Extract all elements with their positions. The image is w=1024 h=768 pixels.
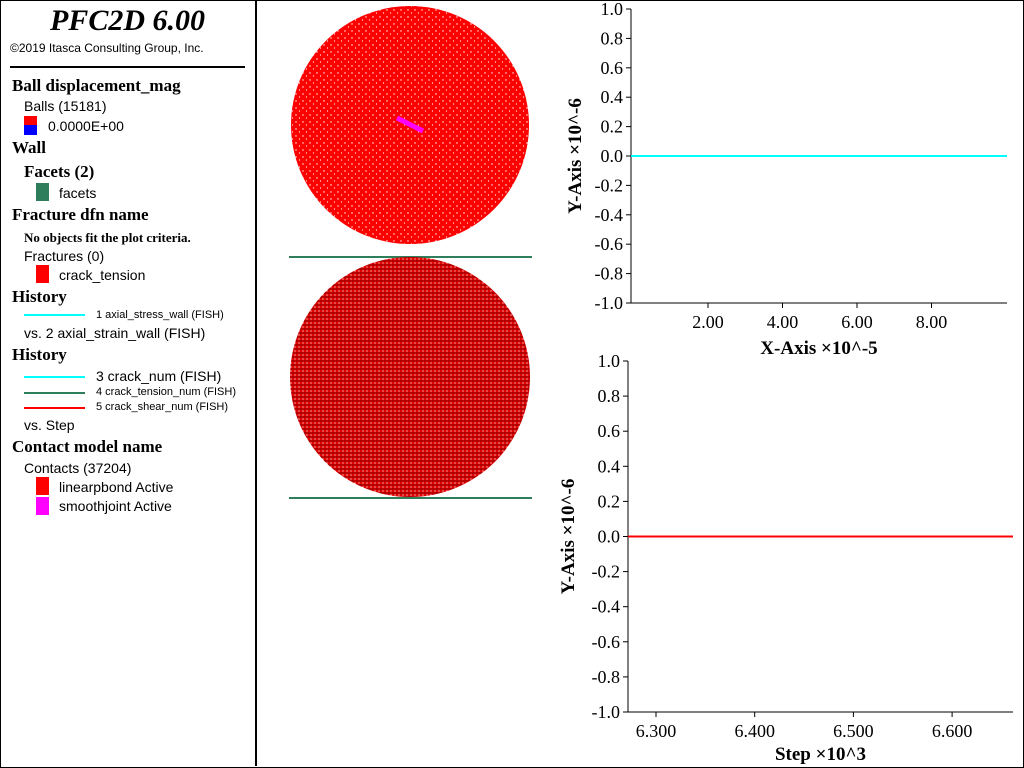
x-tick-label: 6.500 — [833, 721, 874, 741]
copyright: ©2019 Itasca Consulting Group, Inc. — [10, 41, 204, 55]
history2-vs: vs. Step — [24, 417, 75, 433]
y-tick-label: 0.8 — [598, 386, 621, 406]
y-tick-label: 0.2 — [601, 117, 624, 137]
y-axis-label: Y-Axis ×10^-6 — [565, 98, 586, 214]
history1-item: 1 axial_stress_wall (FISH) — [96, 309, 224, 321]
y-tick-label: -1.0 — [592, 702, 621, 722]
x-tick-label: 2.00 — [692, 312, 724, 332]
y-tick-label: -0.6 — [592, 632, 621, 652]
wall-heading: Wall — [12, 138, 47, 157]
fractures-count: Fractures (0) — [24, 248, 105, 264]
x-axis-label: Step ×10^3 — [775, 744, 866, 765]
contact-heading: Contact model name — [12, 437, 163, 456]
history2-item4: 4 crack_tension_num (FISH) — [96, 386, 236, 398]
y-tick-label: 0.6 — [598, 421, 621, 441]
y-tick-label: -0.2 — [592, 562, 621, 582]
ball-assembly-bottom — [290, 257, 530, 497]
facets-swatch — [36, 183, 49, 201]
y-tick-label: 1.0 — [598, 352, 621, 371]
y-tick-label: -0.8 — [595, 264, 624, 284]
smoothjoint-label: smoothjoint Active — [59, 498, 172, 514]
facets-heading: Facets (2) — [24, 162, 95, 181]
facets-label: facets — [59, 185, 97, 201]
x-tick-label: 6.600 — [932, 721, 973, 741]
fracture-note: No objects fit the plot criteria. — [24, 230, 191, 245]
history2-line5 — [24, 407, 85, 409]
history2-item5: 5 crack_shear_num (FISH) — [96, 401, 229, 413]
linearpbond-swatch — [36, 477, 49, 495]
history1-vs: vs. 2 axial_strain_wall (FISH) — [24, 325, 206, 341]
fracture-heading: Fracture dfn name — [12, 205, 149, 224]
y-tick-label: -0.8 — [592, 667, 621, 687]
y-tick-label: 0.4 — [598, 456, 621, 476]
x-tick-label: 8.00 — [916, 312, 948, 332]
y-tick-label: 0.6 — [601, 58, 624, 78]
x-tick-label: 6.400 — [734, 721, 775, 741]
y-tick-label: -0.4 — [592, 597, 621, 617]
ball-color-swatch-red — [24, 116, 37, 125]
crack-tension-label: crack_tension — [59, 267, 146, 283]
y-tick-label: 0.0 — [598, 527, 621, 547]
y-tick-label: -0.4 — [595, 205, 624, 225]
history-chart-cracks[interactable]: 1.0 0.8 0.6 0.4 0.2 0.0 -0.2 -0.4 -0.6 -0.8 -1.0 6.… — [550, 352, 1020, 766]
y-tick-label: 1.0 — [601, 0, 624, 19]
ball-heading: Ball displacement_mag — [12, 76, 181, 95]
history2-line3 — [24, 376, 85, 378]
balls-count: Balls (15181) — [24, 98, 107, 114]
history2-item3: 3 crack_num (FISH) — [96, 368, 222, 384]
y-tick-label: -0.6 — [595, 234, 624, 254]
y-tick-label: 0.4 — [601, 87, 624, 107]
divider — [10, 66, 245, 68]
history2-heading: History — [12, 345, 67, 364]
model-view[interactable] — [257, 0, 557, 520]
app-title: PFC2D 6.00 — [49, 4, 205, 37]
y-tick-label: -1.0 — [595, 293, 624, 313]
smoothjoint-contacts — [395, 115, 425, 134]
history1-heading: History — [12, 287, 67, 306]
contacts-count: Contacts (37204) — [24, 460, 132, 476]
y-axis-label: Y-Axis ×10^-6 — [558, 479, 579, 595]
x-tick-label: 6.300 — [636, 721, 677, 741]
legend-panel: PFC2D 6.00 ©2019 Itasca Consulting Group… — [0, 0, 257, 766]
y-tick-label: -0.2 — [595, 175, 624, 195]
y-tick-label: 0.0 — [601, 146, 624, 166]
crack-tension-swatch — [36, 265, 49, 283]
x-tick-label: 6.00 — [841, 312, 873, 332]
history2-line4 — [24, 392, 85, 394]
ball-value-label: 0.0000E+00 — [48, 118, 124, 134]
history1-line — [24, 314, 85, 316]
y-tick-label: 0.2 — [598, 491, 621, 511]
x-axis-label: X-Axis ×10^-5 — [760, 338, 877, 358]
x-tick-label: 4.00 — [767, 312, 799, 332]
smoothjoint-swatch — [36, 497, 49, 515]
history-chart-stress-strain[interactable]: 1.0 0.8 0.6 0.4 0.2 0.0 -0.2 -0.4 -0.6 -0.8 -1.0 2.… — [555, 0, 1020, 358]
ball-color-swatch-blue — [24, 125, 37, 135]
linearpbond-label: linearpbond Active — [59, 479, 174, 495]
y-tick-label: 0.8 — [601, 28, 624, 48]
